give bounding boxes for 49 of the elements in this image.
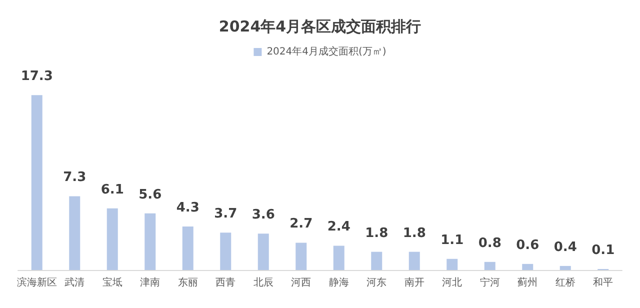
bar <box>296 242 307 270</box>
data-label: 5.6 <box>138 187 162 202</box>
data-label: 1.1 <box>440 232 464 248</box>
bar <box>31 95 42 270</box>
x-tick-label: 宁河 <box>480 276 500 288</box>
data-label: 1.8 <box>365 226 388 241</box>
data-label: 3.7 <box>214 206 238 222</box>
x-tick-label: 河西 <box>291 276 312 288</box>
data-label: 0.6 <box>516 238 540 253</box>
x-tick-label: 静海 <box>328 276 349 288</box>
data-label: 0.1 <box>592 242 615 258</box>
x-tick-label: 武清 <box>64 276 85 288</box>
bar <box>258 234 269 270</box>
x-tick-label: 蓟州 <box>518 276 538 288</box>
data-label: 7.3 <box>63 170 86 186</box>
x-tick-label: 河北 <box>442 276 462 288</box>
data-label: 4.3 <box>176 200 200 216</box>
data-label: 0.8 <box>478 236 502 251</box>
bar <box>182 226 194 270</box>
x-tick-label: 宝坻 <box>102 276 122 288</box>
x-tick-label: 津南 <box>140 276 160 288</box>
data-label: 6.1 <box>100 182 124 198</box>
data-label: 2.4 <box>327 220 350 235</box>
bar <box>522 264 534 270</box>
bar <box>446 258 458 270</box>
data-label: 1.8 <box>402 226 426 241</box>
x-tick-label: 东丽 <box>178 276 198 288</box>
bar <box>560 266 571 270</box>
x-tick-label: 红桥 <box>555 276 576 288</box>
chart-title: 2024年4月各区成交面积排行 <box>218 18 422 36</box>
bar <box>106 208 118 270</box>
bar <box>69 196 80 270</box>
x-tick-label: 西青 <box>216 276 236 288</box>
x-tick-label: 北辰 <box>253 276 274 288</box>
legend-label: 2024年4月成交面积(万㎡) <box>266 46 386 58</box>
data-label: 17.3 <box>20 69 53 84</box>
x-tick-label: 滨海新区 <box>16 276 57 288</box>
x-tick-label: 和平 <box>593 276 614 288</box>
bar <box>408 252 420 270</box>
bar <box>484 262 496 270</box>
bar <box>220 232 232 270</box>
bar <box>144 213 156 270</box>
bar <box>371 252 382 270</box>
bar <box>333 246 344 270</box>
x-tick-label: 河东 <box>366 276 387 288</box>
data-label: 0.4 <box>554 240 577 255</box>
data-label: 2.7 <box>290 216 313 232</box>
x-tick-label: 南开 <box>404 276 424 288</box>
data-label: 3.6 <box>252 208 275 223</box>
